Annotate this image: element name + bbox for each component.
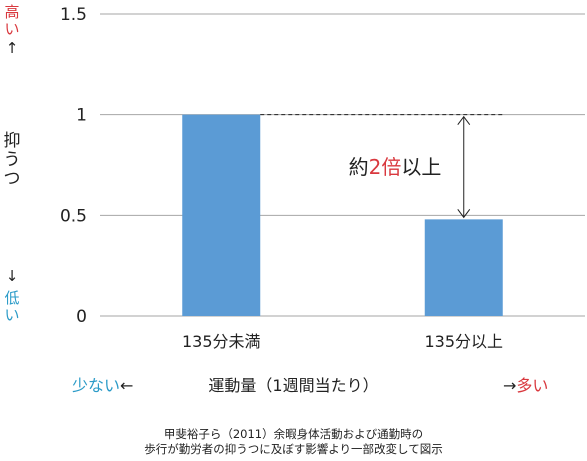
source-line-2: 歩行が勤労者の抑うつに及ぼす影響より一部改変して図示: [144, 442, 443, 456]
down-arrow-icon: ↓: [5, 267, 19, 285]
arrow-head-down-icon: [457, 209, 471, 219]
x-left-text: 少ない: [72, 376, 121, 395]
annotation-number: 2倍: [369, 155, 402, 179]
x-right-text: 多い: [516, 376, 549, 395]
bar: [182, 114, 261, 317]
x-axis-title: 運動量（1週間当たり）: [208, 376, 379, 395]
y-high-label: 高い: [4, 3, 20, 38]
y-tick-label: 0.5: [60, 206, 87, 226]
x-tick-labels: 135分未満 135分以上: [182, 332, 503, 351]
x-left-hint: 少ない←: [72, 372, 133, 396]
bar: [424, 219, 503, 316]
ratio-annotation: 約2倍以上: [260, 114, 503, 219]
annotation-prefix: 約: [349, 155, 369, 179]
y-tick-labels: 0 0.5 1 1.5: [60, 5, 87, 327]
source-line-1: 甲斐裕子ら（2011）余暇身体活動および通勤時の: [163, 427, 424, 441]
y-tick-label: 1: [76, 106, 87, 126]
y-tick-label: 1.5: [60, 5, 87, 25]
annotation-suffix: 以上: [401, 155, 441, 179]
x-right-hint: →多い: [503, 372, 548, 396]
y-low-label: 低い: [4, 289, 20, 324]
y-tick-label: 0: [76, 307, 87, 327]
right-arrow-icon: →: [503, 376, 517, 395]
y-axis-label: 抑うつ: [3, 131, 21, 189]
x-tick-label: 135分以上: [424, 332, 503, 351]
source-note: 甲斐裕子ら（2011）余暇身体活動および通勤時の 歩行が勤労者の抑うつに及ぼす影…: [0, 427, 587, 457]
gridlines: [100, 13, 585, 317]
up-arrow-icon: ↑: [5, 39, 19, 57]
left-arrow-icon: ←: [120, 376, 134, 395]
ratio-annotation-text: 約2倍以上: [349, 155, 442, 179]
x-tick-label: 135分未満: [182, 332, 261, 351]
bars: [182, 114, 503, 317]
arrow-head-up-icon: [457, 115, 471, 125]
